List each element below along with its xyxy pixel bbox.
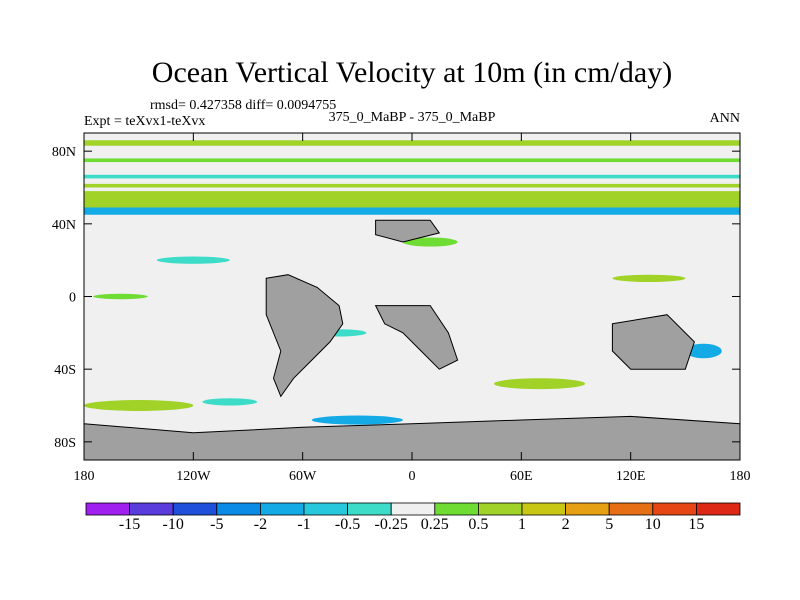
colorbar-label: -10 xyxy=(163,516,184,533)
land-north-land xyxy=(375,219,441,243)
y-tick-label: 40N xyxy=(52,218,76,233)
x-tick-label: 60W xyxy=(289,469,317,484)
land-australia xyxy=(611,314,695,370)
velocity-patch xyxy=(311,415,403,425)
velocity-patch xyxy=(156,256,230,264)
colorbar-swatch xyxy=(172,502,218,516)
velocity-patch xyxy=(402,237,458,247)
colorbar-swatch xyxy=(434,502,479,516)
x-tick-label: 180 xyxy=(74,469,95,484)
colorbar-swatch xyxy=(216,502,261,516)
colorbar-label: -2 xyxy=(254,516,267,533)
left-label: Expt = teXvx1-teXvx xyxy=(84,114,205,129)
land-mask xyxy=(83,219,741,461)
x-axis: 180 120W 60W 0 60E 120E 180 xyxy=(74,133,751,484)
colorbar-swatch xyxy=(521,502,566,516)
y-axis: 80N 40N 0 40S 80S xyxy=(52,145,740,451)
x-tick-label: 120E xyxy=(616,469,646,484)
land-south-america xyxy=(265,274,344,398)
colorbar-swatch xyxy=(85,502,130,516)
velocity-band xyxy=(84,191,740,208)
colorbar-label: 5 xyxy=(605,516,613,533)
velocity-patch xyxy=(494,378,586,390)
colorbar-label: 15 xyxy=(688,516,704,533)
colorbar-swatch xyxy=(565,502,610,516)
plot-background xyxy=(84,133,740,460)
colorbar-swatch xyxy=(477,502,523,516)
colorbar-label: 0.5 xyxy=(468,516,488,533)
colorbar-swatch xyxy=(303,502,348,516)
right-label: ANN xyxy=(710,111,740,126)
velocity-patch xyxy=(612,274,686,282)
y-tick-label: 80N xyxy=(52,145,76,160)
x-tick-label: 120W xyxy=(176,469,211,484)
colorbar-label: 0.25 xyxy=(421,516,449,533)
land-africa xyxy=(374,305,459,370)
colorbar-label: -5 xyxy=(210,516,223,533)
velocity-patch xyxy=(202,398,258,406)
colorbar-swatch xyxy=(390,502,436,516)
stats-line: rmsd= 0.427358 diff= 0.0094755 xyxy=(150,98,336,113)
colorbar-label: -0.5 xyxy=(335,516,360,533)
map-plot xyxy=(83,132,741,461)
velocity-patch xyxy=(93,293,148,300)
colorbar-swatch xyxy=(259,502,305,516)
colorbar-label: 10 xyxy=(645,516,661,533)
colorbar-swatch xyxy=(129,502,174,516)
velocity-patch xyxy=(685,343,722,359)
colorbar-swatch xyxy=(347,502,392,516)
velocity-band xyxy=(84,207,740,215)
center-label: 375_0_MaBP - 375_0_MaBP xyxy=(329,110,496,125)
colorbar-swatch xyxy=(608,502,654,516)
y-tick-label: 80S xyxy=(54,436,76,451)
colorbar: -15 -10 -5 -2 -1 -0.5 -0.25 0.25 0.5 1 2 5 10 15 xyxy=(85,502,741,533)
velocity-patch xyxy=(84,400,194,411)
colorbar-label: 2 xyxy=(562,516,570,533)
chart-title: Ocean Vertical Velocity at 10m (in cm/da… xyxy=(152,56,672,89)
colorbar-swatch xyxy=(652,502,697,516)
colorbar-label: -0.25 xyxy=(375,516,408,533)
velocity-band xyxy=(84,140,740,146)
velocity-bands xyxy=(84,140,740,215)
velocity-patches xyxy=(84,237,722,425)
colorbar-label: -15 xyxy=(119,516,140,533)
colorbar-label: -1 xyxy=(297,516,310,533)
x-tick-label: 0 xyxy=(409,469,416,484)
x-tick-label: 180 xyxy=(730,469,751,484)
y-tick-label: 0 xyxy=(69,291,76,306)
x-tick-label: 60E xyxy=(510,469,533,484)
y-tick-label: 40S xyxy=(54,363,76,378)
velocity-band xyxy=(84,158,740,163)
velocity-band xyxy=(84,183,740,188)
velocity-band xyxy=(84,174,740,179)
colorbar-swatch xyxy=(696,502,741,516)
colorbar-label: 1 xyxy=(518,516,526,533)
